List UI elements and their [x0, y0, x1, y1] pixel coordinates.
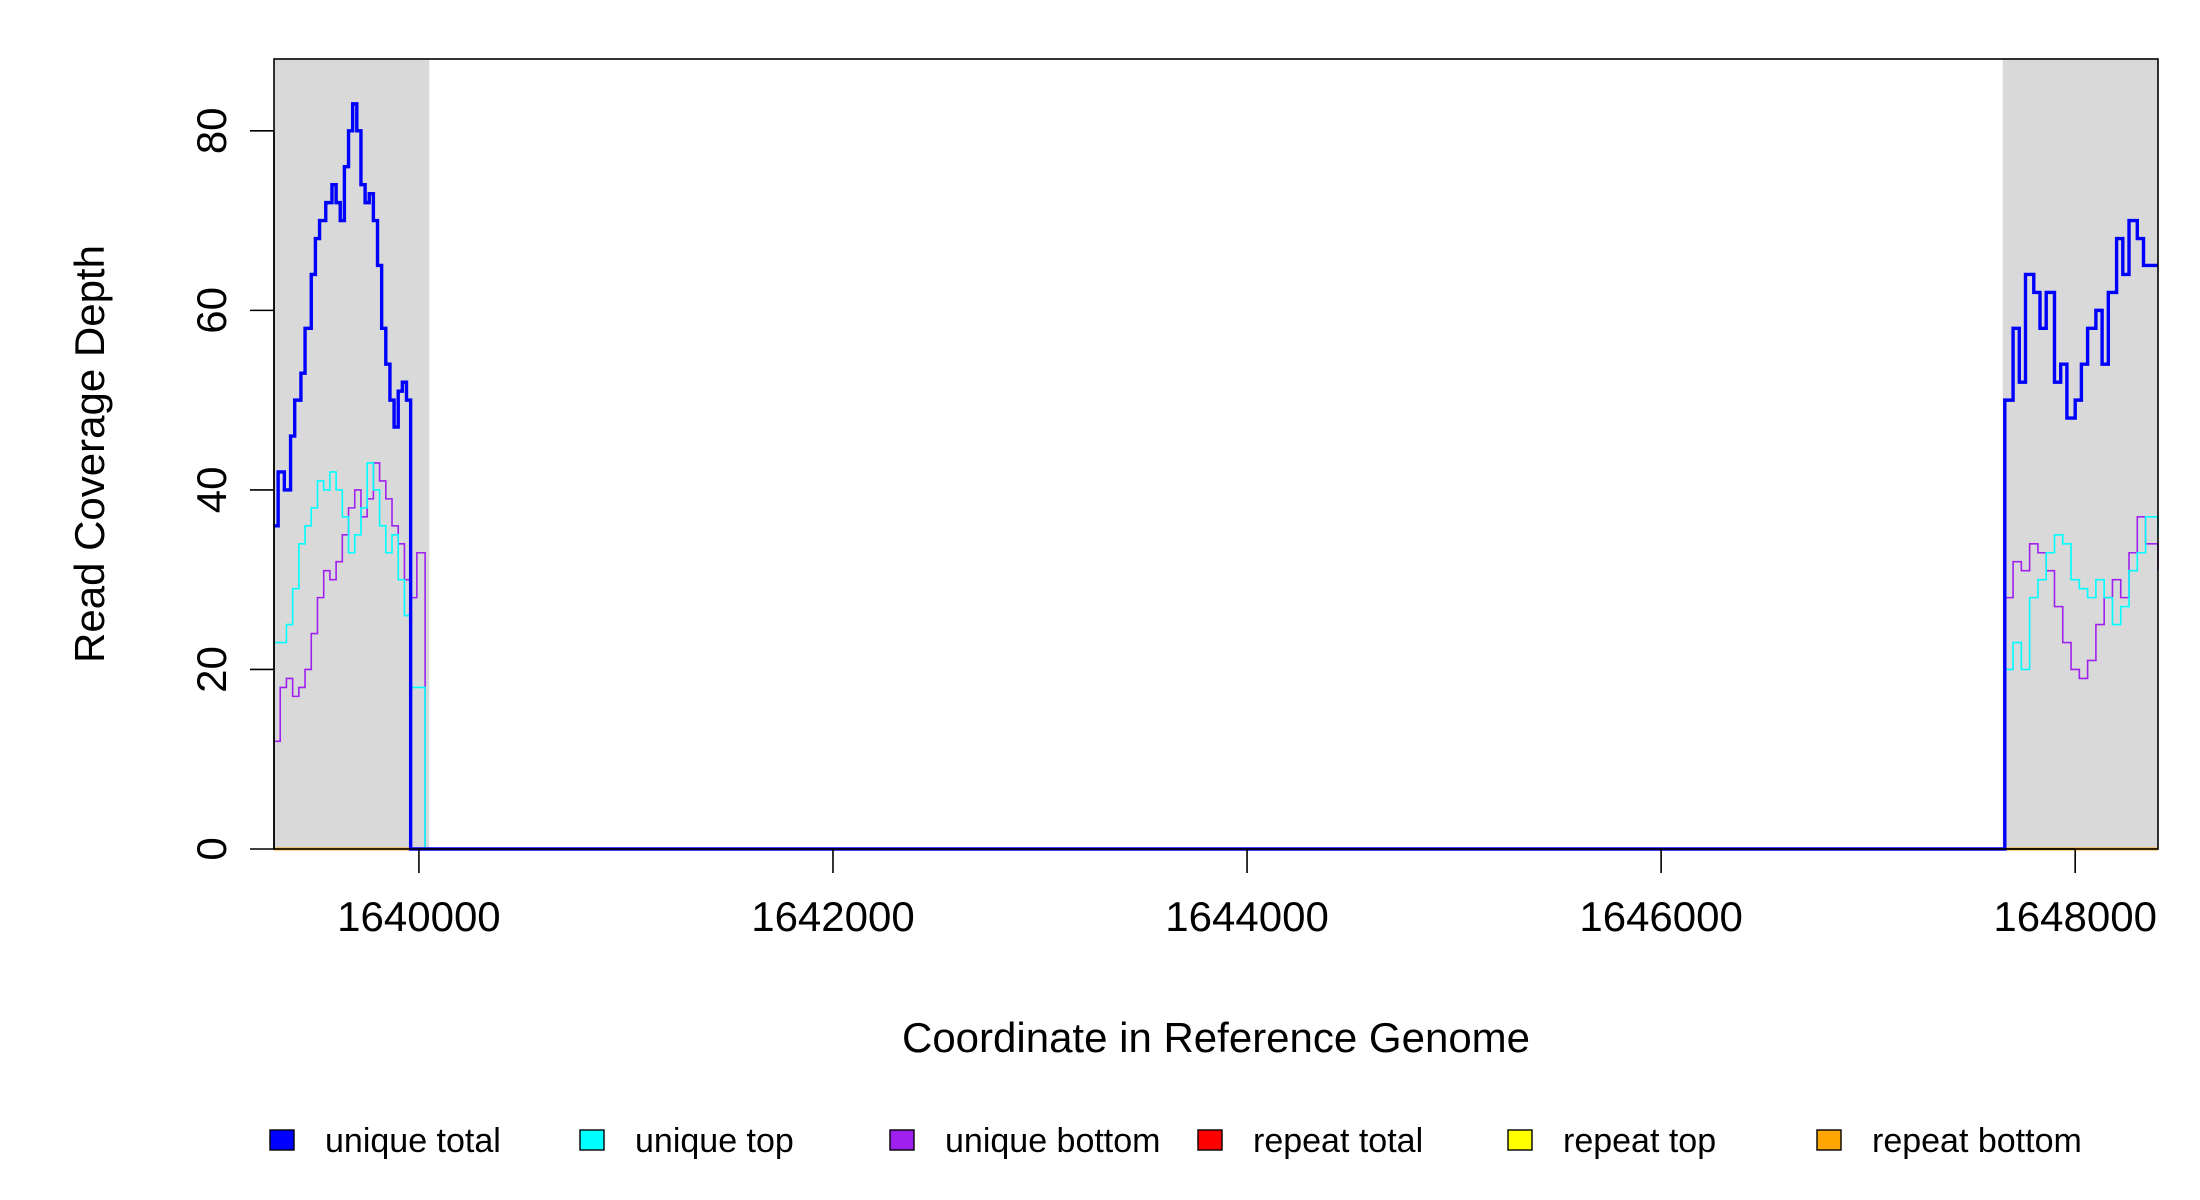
- y-tick-label: 80: [188, 107, 235, 154]
- shaded-regions: [274, 59, 2158, 849]
- x-axis: 1640000 1642000 1644000 1646000 1648000: [337, 848, 2157, 940]
- series-lines: [274, 102, 2159, 851]
- shaded-region-0: [274, 59, 430, 849]
- x-tick-label: 1646000: [1579, 893, 1743, 940]
- x-tick-label: 1640000: [337, 893, 501, 940]
- plot-frame: [273, 58, 2159, 850]
- legend-label: unique total: [325, 1122, 501, 1160]
- x-tick-label: 1644000: [1165, 893, 1329, 940]
- series-unique-bottom: [274, 462, 2159, 850]
- series-unique-total: [274, 102, 2158, 851]
- legend-swatch-unique-top: [579, 1129, 605, 1151]
- legend-swatch-unique-total: [269, 1129, 295, 1151]
- x-tick-label: 1648000: [1993, 893, 2157, 940]
- legend-swatch-repeat-bottom: [1816, 1129, 1842, 1151]
- x-tick-label: 1642000: [751, 893, 915, 940]
- legend-swatch-repeat-total: [1197, 1129, 1223, 1151]
- legend-label: repeat top: [1563, 1122, 1716, 1160]
- y-tick-label: 0: [188, 837, 235, 860]
- legend-label: repeat total: [1253, 1122, 1423, 1160]
- legend-label: unique bottom: [945, 1122, 1161, 1160]
- x-axis-label: Coordinate in Reference Genome: [902, 1014, 1530, 1061]
- y-tick-label: 40: [188, 467, 235, 514]
- legend-swatch-unique-bottom: [889, 1129, 915, 1151]
- legend: unique total unique top unique bottom repea…: [269, 1122, 2082, 1160]
- legend-label: unique top: [635, 1122, 794, 1160]
- legend-label: repeat bottom: [1872, 1122, 2082, 1160]
- y-axis: 0 20 40 60 80: [188, 107, 275, 861]
- y-axis-label: Read Coverage Depth: [66, 245, 113, 663]
- shaded-region-1: [2002, 59, 2158, 849]
- legend-swatch-repeat-top: [1507, 1129, 1533, 1151]
- series-unique-top: [274, 462, 2159, 850]
- y-tick-label: 20: [188, 646, 235, 693]
- y-tick-label: 60: [188, 287, 235, 334]
